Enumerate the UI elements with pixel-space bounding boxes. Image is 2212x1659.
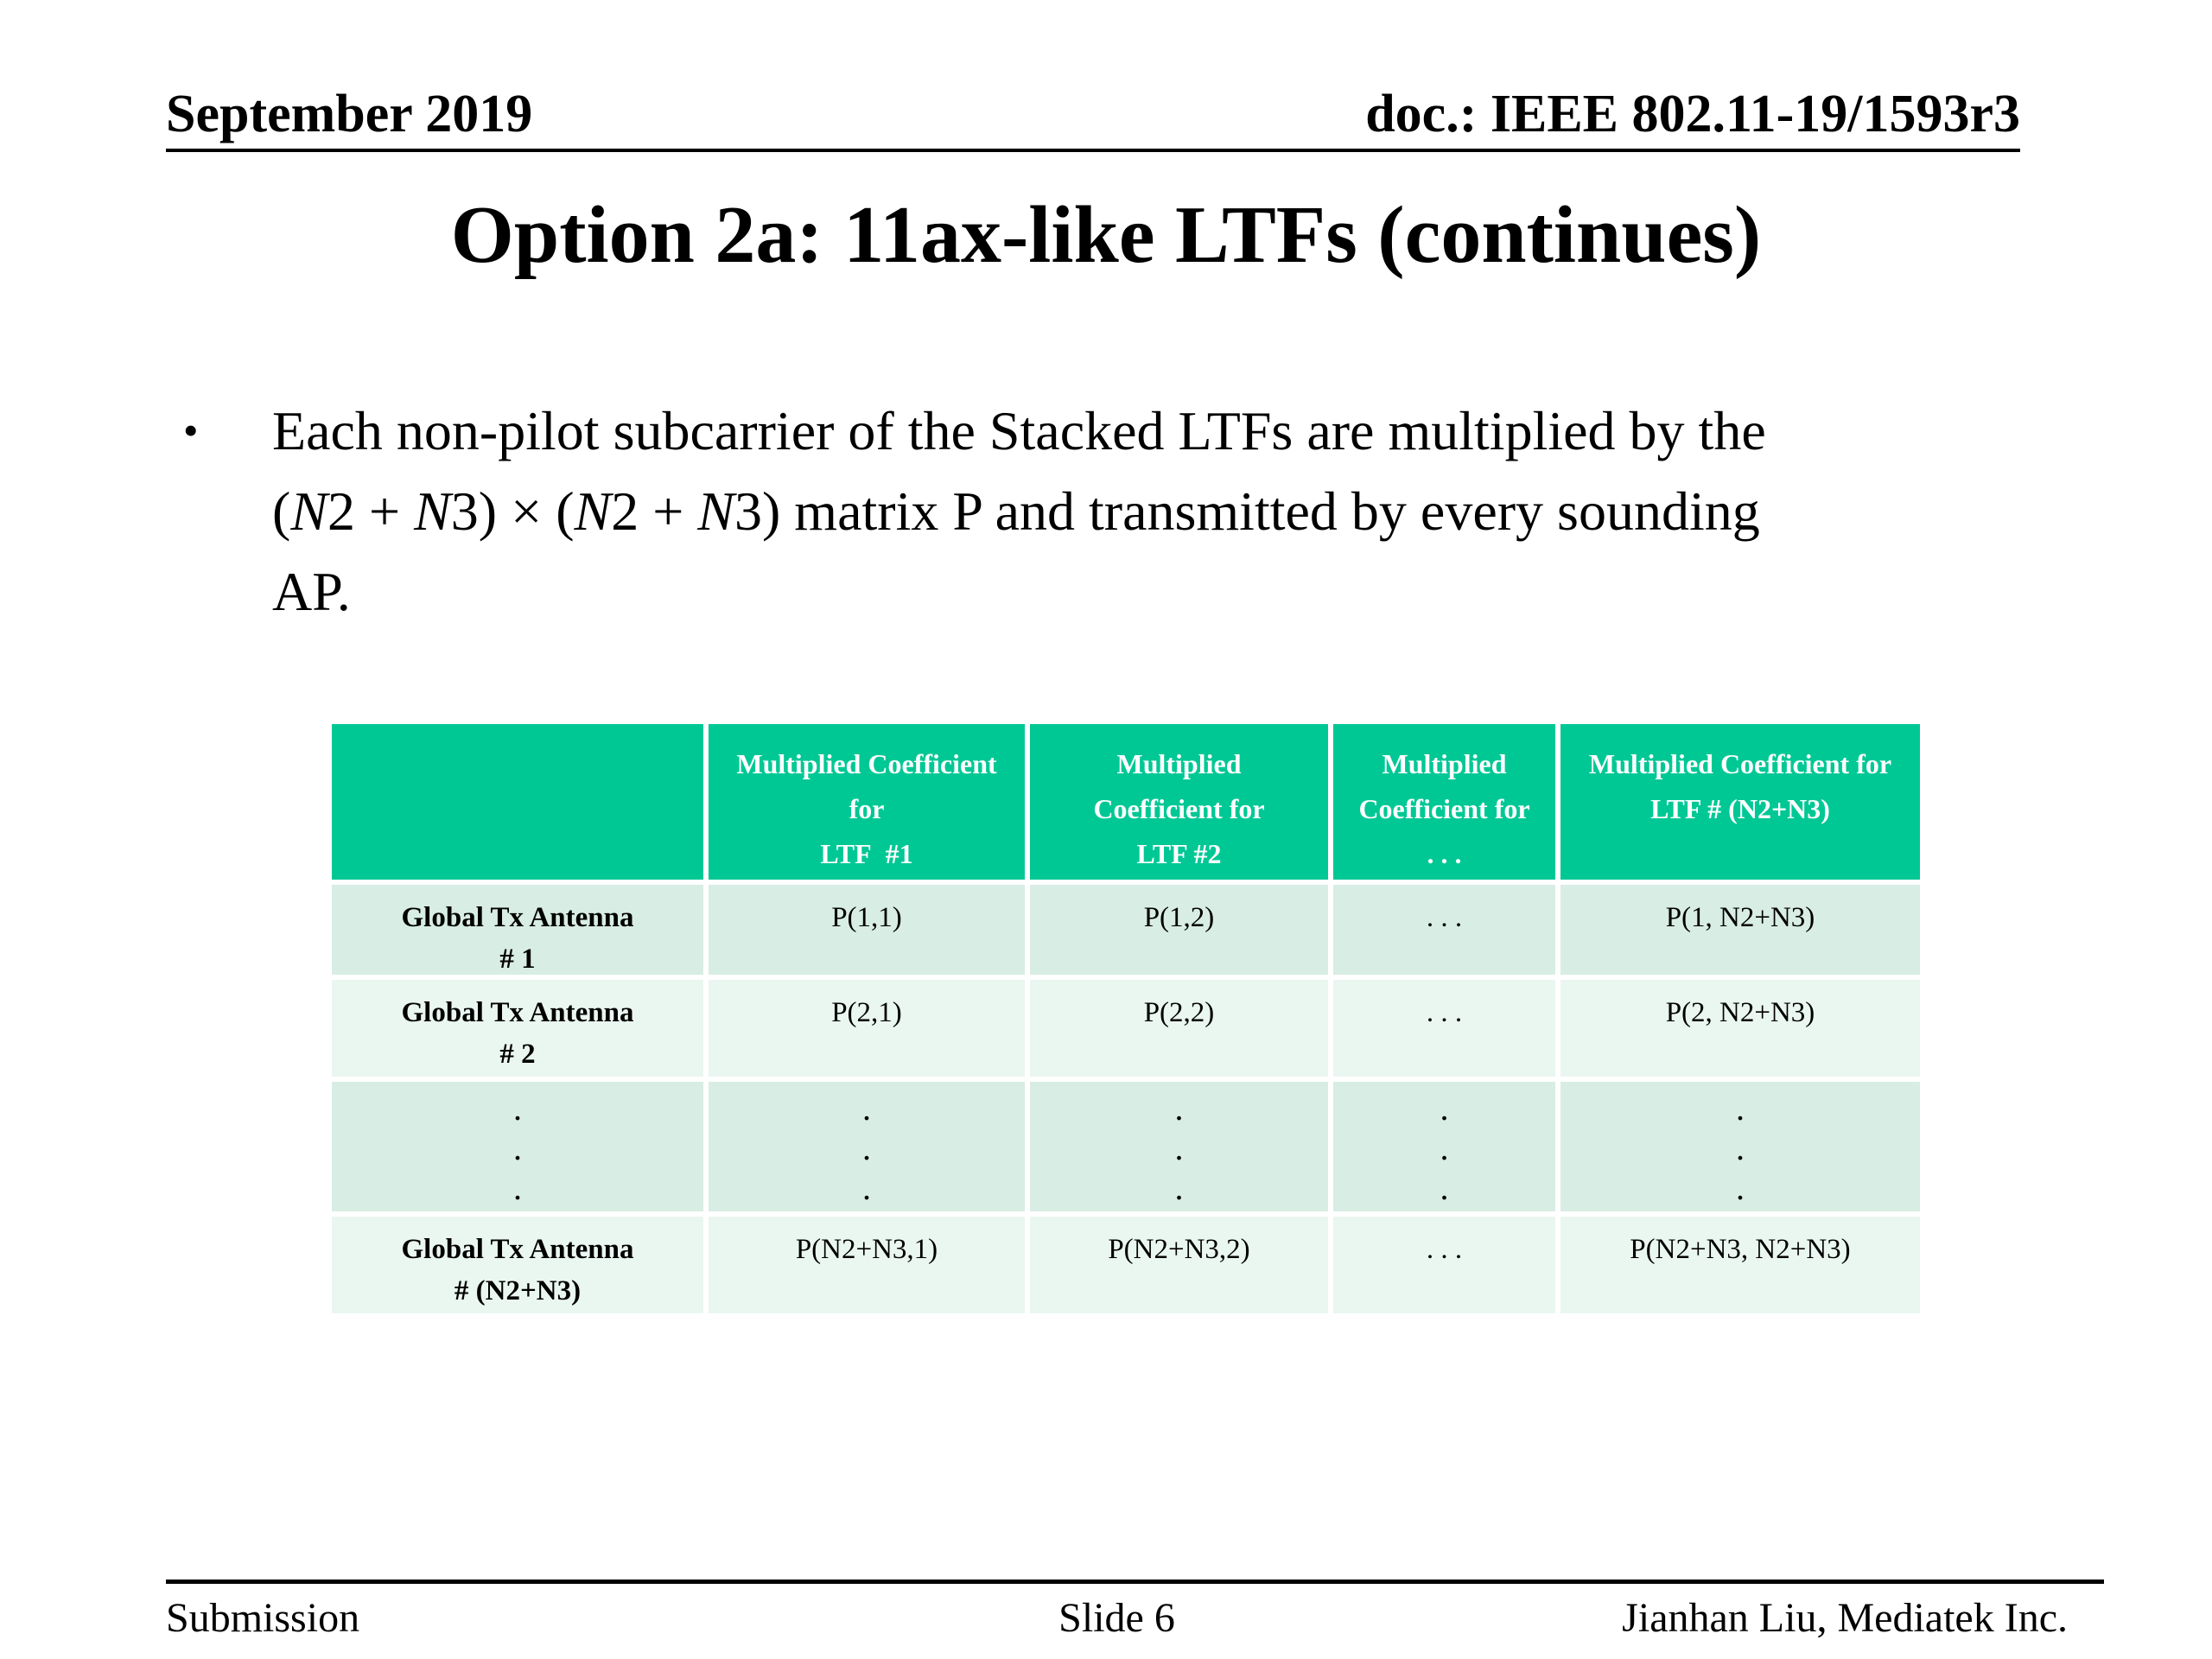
table-dots-cell: . . . <box>1030 1082 1328 1211</box>
page-header: September 2019 doc.: IEEE 802.11-19/1593… <box>166 85 2020 153</box>
footer-submission: Submission <box>166 1595 360 1641</box>
footer-author: Jianhan Liu, Mediatek Inc. <box>1622 1595 2069 1641</box>
bullet-text-run: matrix P and transmitted by every soundi… <box>780 480 1760 542</box>
page-footer: Submission Slide 6 Jianhan Liu, Mediatek… <box>166 1580 2104 1642</box>
footer-row: Submission Slide 6 Jianhan Liu, Mediatek… <box>166 1584 2104 1642</box>
bullet-line: Each non-pilot subcarrier of the Stacked… <box>272 391 2044 471</box>
header-date: September 2019 <box>166 85 533 143</box>
table-cell: P(2,2) <box>1030 980 1328 1077</box>
table-row-label: Global Tx Antenna # (N2+N3) <box>332 1217 703 1313</box>
table-cell: P(2, N2+N3) <box>1560 980 1920 1077</box>
table-cell: P(N2+N3, N2+N3) <box>1560 1217 1920 1313</box>
bullet-text-run: 2 + <box>327 480 415 542</box>
bullet-text-run: 2 + <box>611 480 698 542</box>
table-dots-cell: . . . <box>1560 1082 1920 1211</box>
bullet-text-run: 3) <box>734 480 781 542</box>
math-variable: N <box>574 480 612 542</box>
coefficient-table: Multiplied Coefficient for LTF #1 Multipl… <box>332 724 1920 1313</box>
header-doc-number: doc.: IEEE 802.11-19/1593r3 <box>1365 85 2020 143</box>
table-cell: P(1,1) <box>709 885 1025 975</box>
table-cell: . . . <box>1333 1217 1555 1313</box>
table-header-cell: Multiplied Coefficient for LTF #1 <box>709 724 1025 880</box>
bullet-lines: Each non-pilot subcarrier of the Stacked… <box>272 391 2044 632</box>
table-header-cell: Multiplied Coefficient for LTF # (N2+N3) <box>1560 724 1920 880</box>
table-cell: P(1,2) <box>1030 885 1328 975</box>
table-dots-cell: . . . <box>1333 1082 1555 1211</box>
table-cell: . . . <box>1333 980 1555 1077</box>
table-header-cell <box>332 724 703 880</box>
slide-title: Option 2a: 11ax-like LTFs (continues) <box>450 190 1762 280</box>
bullet-text-run: ( <box>272 480 291 542</box>
table-row-label: Global Tx Antenna # 2 <box>332 980 703 1077</box>
table-cell: P(N2+N3,1) <box>709 1217 1025 1313</box>
math-variable: N <box>290 480 327 542</box>
table-cell: P(N2+N3,2) <box>1030 1217 1328 1313</box>
table-cell: P(2,1) <box>709 980 1025 1077</box>
math-variable: N <box>697 480 734 542</box>
footer-slide-number: Slide 6 <box>1058 1595 1175 1641</box>
bullet-text-run: AP. <box>272 561 351 622</box>
table-cell: . . . <box>1333 885 1555 975</box>
table-dots-cell: . . . <box>332 1082 703 1211</box>
table-row-label: Global Tx Antenna # 1 <box>332 885 703 975</box>
bullet-text-run: Each non-pilot subcarrier of the Stacked… <box>272 400 1766 461</box>
bullet-line: AP. <box>272 551 2044 632</box>
table-header-cell: Multiplied Coefficient for LTF #2 <box>1030 724 1328 880</box>
table-dots-cell: . . . <box>709 1082 1025 1211</box>
bullet-line: (N2 + N3) × (N2 + N3) matrix P and trans… <box>272 471 2044 551</box>
table-header-cell: Multiplied Coefficient for . . . <box>1333 724 1555 880</box>
bullet-marker: • <box>183 406 199 454</box>
table-cell: P(1, N2+N3) <box>1560 885 1920 975</box>
math-variable: N <box>414 480 451 542</box>
bullet-text-run: 3) × ( <box>450 480 575 542</box>
